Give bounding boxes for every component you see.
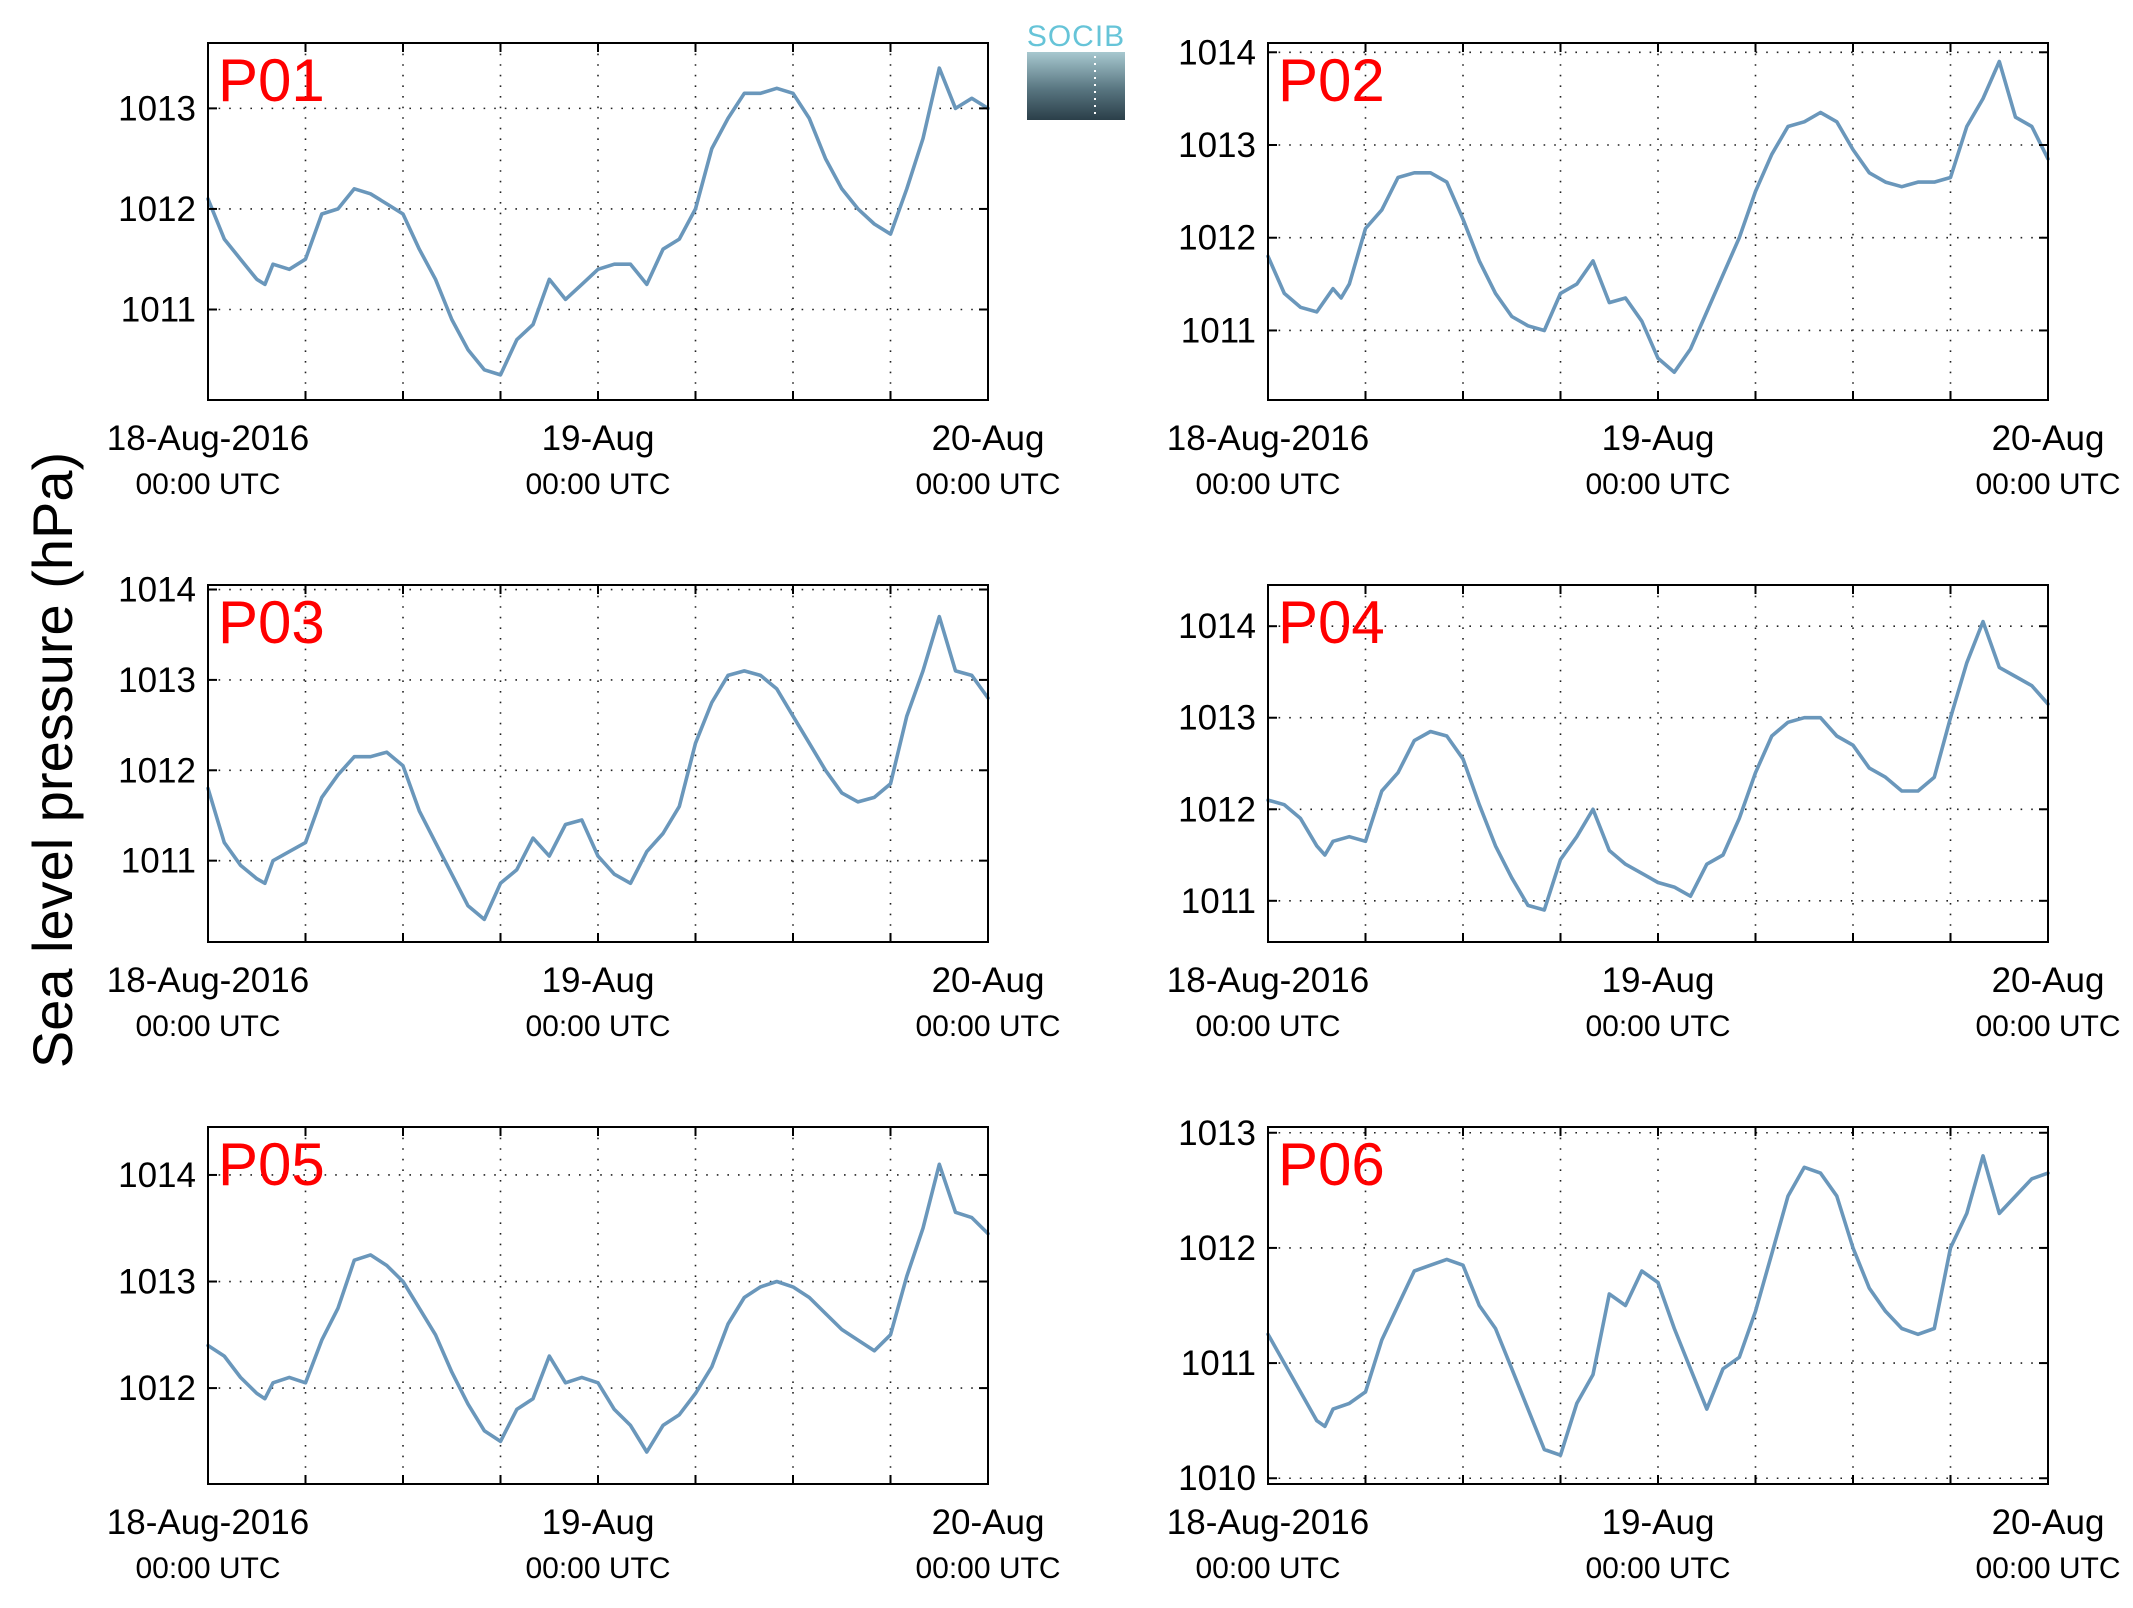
x-tick-sublabel: 00:00 UTC [135,1552,280,1585]
series-line [1266,1154,2050,1457]
logo-text: SOCIB [1027,20,1125,53]
x-tick-sublabel: 00:00 UTC [915,1010,1060,1043]
y-tick-label: 1012 [118,190,196,229]
y-tick-label: 1011 [1181,882,1256,921]
panel-p01: 1011 1012 1013 18-Aug-2016 00:00 UTC 19-Aug 00… [107,42,1061,501]
x-tick-sublabel: 00:00 UTC [135,1010,280,1043]
y-axis-label: Sea level pressure (hPa) [21,452,84,1068]
x-tick-label: 19-Aug [542,419,655,458]
panel-p03: 1011 1012 1013 1014 18-Aug-2016 00:00 UTC 19-A… [107,571,1061,1043]
x-tick-label: 18-Aug-2016 [107,1503,309,1542]
x-tick-label: 20-Aug [1992,961,2105,1000]
y-tick-label: 1012 [1178,790,1256,829]
x-tick-label: 18-Aug-2016 [1167,961,1369,1000]
x-tick-label: 20-Aug [932,1503,1045,1542]
y-tick-label: 1010 [1178,1459,1256,1498]
y-tick-label: 1011 [1181,1344,1256,1383]
y-tick-label: 1014 [118,571,196,610]
x-tick-label: 20-Aug [932,961,1045,1000]
panel-p05: 1012 1013 1014 18-Aug-2016 00:00 UTC 19-Aug 00… [107,1126,1061,1585]
x-tick-sublabel: 00:00 UTC [1195,1010,1340,1043]
x-tick-sublabel: 00:00 UTC [1195,1552,1340,1585]
x-tick-sublabel: 00:00 UTC [1585,468,1730,501]
y-tick-label: 1011 [1181,311,1256,350]
panel-p06: 1010 1011 1012 1013 18-Aug-2016 00:00 UTC 19-A… [1167,1114,2121,1585]
panel-title: P04 [1278,589,1385,656]
x-tick-label: 20-Aug [932,419,1045,458]
series-line [1266,59,2050,374]
y-tick-label: 1012 [1178,219,1256,258]
x-tick-label: 18-Aug-2016 [107,419,309,458]
series-line [1266,619,2050,912]
y-tick-label: 1013 [1178,1114,1256,1153]
x-tick-sublabel: 00:00 UTC [1975,1552,2120,1585]
x-tick-sublabel: 00:00 UTC [1585,1010,1730,1043]
socib-logo: SOCIB [1027,20,1125,120]
x-tick-sublabel: 00:00 UTC [135,468,280,501]
x-tick-label: 19-Aug [1602,961,1715,1000]
x-tick-sublabel: 00:00 UTC [525,1552,670,1585]
y-tick-label: 1013 [118,661,196,700]
x-tick-sublabel: 00:00 UTC [1585,1552,1730,1585]
panel-p02: 1011 1012 1013 1014 18-Aug-2016 00:00 UTC 19-A… [1167,33,2121,501]
x-tick-sublabel: 00:00 UTC [1975,468,2120,501]
y-tick-label: 1014 [1178,607,1256,646]
x-tick-label: 19-Aug [1602,1503,1715,1542]
x-tick-label: 18-Aug-2016 [1167,1503,1369,1542]
x-tick-label: 18-Aug-2016 [1167,419,1369,458]
x-tick-label: 20-Aug [1992,419,2105,458]
panel-title: P01 [218,47,325,114]
y-tick-label: 1013 [118,1263,196,1302]
x-tick-label: 19-Aug [542,1503,655,1542]
y-tick-label: 1012 [1178,1229,1256,1268]
series-line [206,66,990,377]
panel-title: P03 [218,589,325,656]
series-line [206,1162,990,1454]
y-tick-label: 1014 [118,1156,196,1195]
series-line [206,614,990,922]
x-tick-sublabel: 00:00 UTC [525,468,670,501]
y-tick-label: 1013 [1178,699,1256,738]
x-tick-sublabel: 00:00 UTC [1975,1010,2120,1043]
x-tick-label: 19-Aug [1602,419,1715,458]
x-tick-sublabel: 00:00 UTC [915,1552,1060,1585]
y-tick-label: 1011 [121,290,196,329]
x-tick-label: 18-Aug-2016 [107,961,309,1000]
x-tick-sublabel: 00:00 UTC [525,1010,670,1043]
y-tick-label: 1012 [118,751,196,790]
y-tick-label: 1014 [1178,33,1256,72]
x-tick-label: 19-Aug [542,961,655,1000]
panel-title: P05 [218,1131,325,1198]
x-tick-sublabel: 00:00 UTC [915,468,1060,501]
y-tick-label: 1013 [118,89,196,128]
x-tick-label: 20-Aug [1992,1503,2105,1542]
y-tick-label: 1011 [121,842,196,881]
x-tick-sublabel: 00:00 UTC [1195,468,1340,501]
panel-p04: 1011 1012 1013 1014 18-Aug-2016 00:00 UTC 19-A… [1167,584,2121,1043]
y-tick-label: 1013 [1178,126,1256,165]
panel-title: P02 [1278,47,1385,114]
y-tick-label: 1012 [118,1369,196,1408]
panel-title: P06 [1278,1131,1385,1198]
